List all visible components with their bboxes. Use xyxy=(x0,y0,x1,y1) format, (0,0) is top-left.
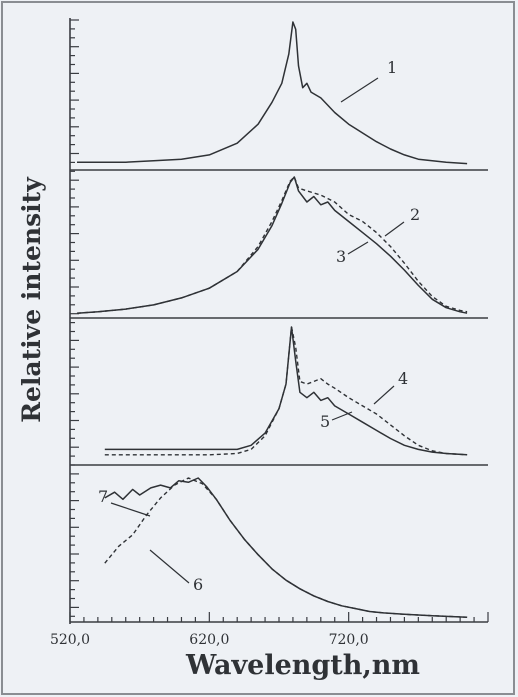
x-tick-label: 720,0 xyxy=(329,632,369,648)
series-3-label: 3 xyxy=(336,247,346,266)
x-axis-title: Wavelength,nm xyxy=(185,650,420,681)
series-6-line xyxy=(104,477,468,618)
x-tick-label: 520,0 xyxy=(50,632,90,648)
series-1-leader xyxy=(340,77,379,103)
series-3-leader xyxy=(347,241,369,255)
series-6-leader xyxy=(149,549,190,584)
series-6-label: 6 xyxy=(193,575,203,594)
series-2-label: 2 xyxy=(410,205,420,224)
series-2-leader xyxy=(384,221,405,237)
series-5-line xyxy=(104,326,468,456)
series-7-label: 7 xyxy=(98,487,108,506)
series-2-line xyxy=(76,176,468,314)
series-3-line xyxy=(76,176,468,314)
x-tick-label: 620,0 xyxy=(189,632,229,648)
series-1-line xyxy=(77,21,468,165)
series-4-label: 4 xyxy=(398,369,408,388)
series-5-leader xyxy=(331,411,353,421)
series-1-label: 1 xyxy=(387,58,397,77)
axes: 520,0 620,0 720,0 xyxy=(50,18,489,648)
series-labels: 1 2 3 4 5 6 7 xyxy=(98,58,420,594)
series-4-leader xyxy=(373,385,395,405)
plot-area xyxy=(76,21,468,618)
series-5-label: 5 xyxy=(320,412,330,431)
series-7-line xyxy=(104,477,468,618)
y-axis-title: Relative intensity xyxy=(17,176,46,423)
series-7-leader xyxy=(110,502,151,517)
series-4-line xyxy=(104,326,468,456)
